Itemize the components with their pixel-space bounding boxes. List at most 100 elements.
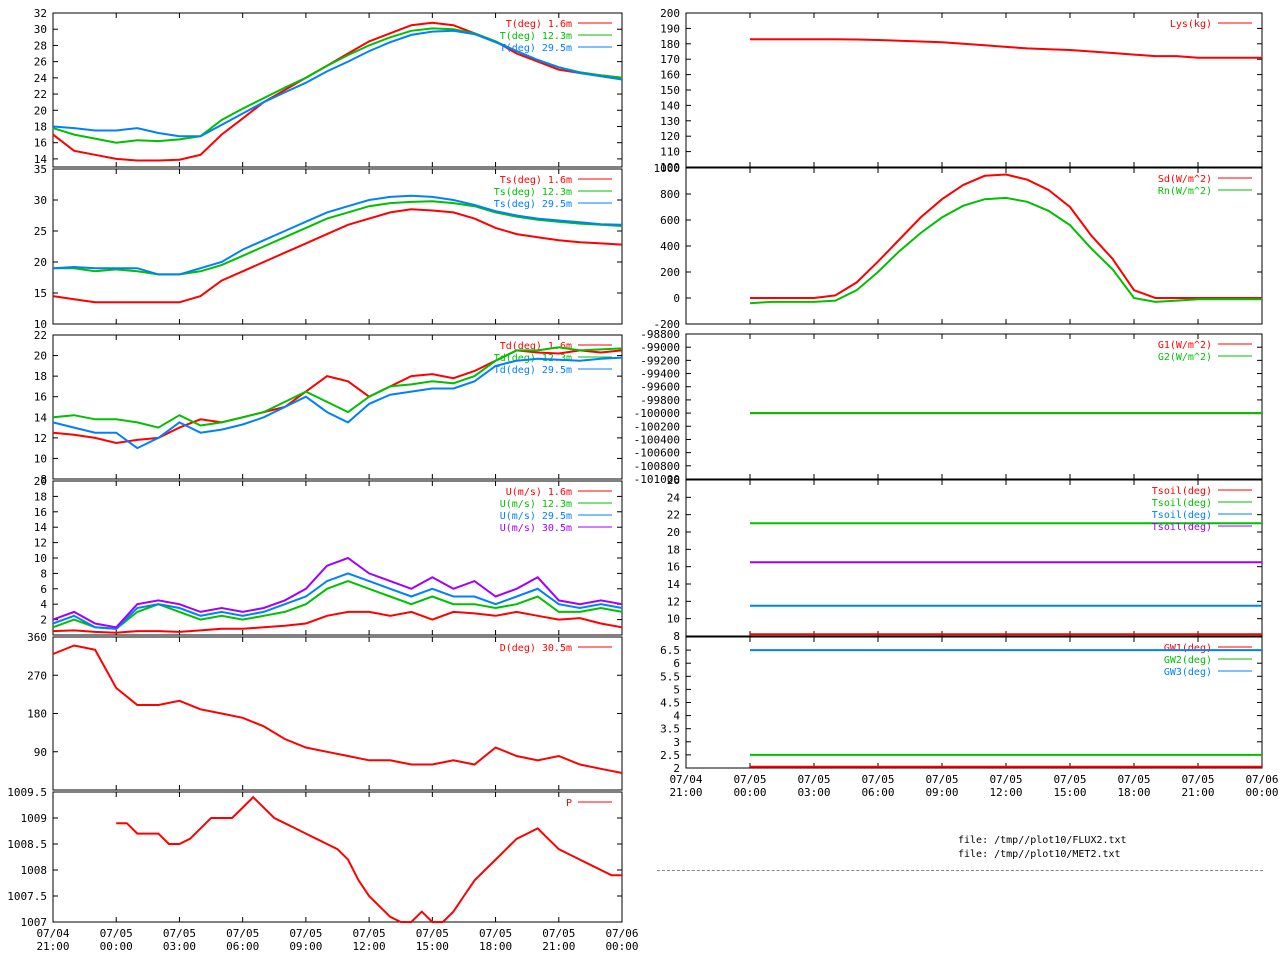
y-tick-label: 16 xyxy=(34,137,47,150)
plot-frame xyxy=(685,479,1263,637)
file-path: file: /tmp//plot10/MET2.txt xyxy=(958,849,1121,860)
series-line xyxy=(53,200,623,276)
y-tick-label: 5.5 xyxy=(660,670,680,683)
x-tick-label-time: 21:00 xyxy=(36,940,69,953)
legend-label: Tsoil(deg) xyxy=(1152,522,1212,533)
x-tick-label-date: 07/05 xyxy=(289,927,322,940)
legend-label: U(m/s) 1.6m xyxy=(506,487,572,498)
y-tick-label: 18 xyxy=(34,370,47,383)
x-tick-label-date: 07/05 xyxy=(542,927,575,940)
y-tick-label: 20 xyxy=(34,475,47,488)
x-tick-label-time: 06:00 xyxy=(861,786,894,799)
plot-frame xyxy=(52,791,623,923)
y-tick-label: 4.5 xyxy=(660,697,680,710)
x-tick-label-time: 21:00 xyxy=(1181,786,1214,799)
y-tick-label: 24 xyxy=(667,491,681,504)
legend-label: Tsoil(deg) xyxy=(1152,510,1212,521)
y-tick-label: 120 xyxy=(660,130,680,143)
y-tick-label: 130 xyxy=(660,115,680,128)
x-tick-label-time: 09:00 xyxy=(925,786,958,799)
legend-label: T(deg) 29.5m xyxy=(500,43,572,54)
y-tick-label: 22 xyxy=(667,509,680,522)
y-tick-label: 1007 xyxy=(21,916,48,929)
y-tick-label: -100000 xyxy=(634,407,680,420)
legend-label: GW2(deg) xyxy=(1164,655,1212,666)
x-tick-label-time: 00:00 xyxy=(605,940,638,953)
x-tick-label-date: 07/05 xyxy=(1181,773,1214,786)
y-tick-label: 32 xyxy=(34,7,47,20)
y-tick-label: 6 xyxy=(40,583,47,596)
legend-label: T(deg) 1.6m xyxy=(506,19,572,30)
series-line xyxy=(52,572,623,630)
legend-label: GW3(deg) xyxy=(1164,667,1212,678)
legend-label: P xyxy=(566,798,572,809)
legend-label: G2(W/m^2) xyxy=(1158,352,1212,363)
y-tick-label: 1008 xyxy=(21,864,48,877)
y-tick-label: -99200 xyxy=(640,354,680,367)
legend-label: Tsoil(deg) xyxy=(1152,498,1212,509)
chart-panel-t: 14 16 18 20 22 24 26 28 30 32 T(deg) 1.6mT(deg) 12… xyxy=(34,7,623,168)
legend-label: Tsoil(deg) xyxy=(1152,486,1212,497)
y-tick-label: 270 xyxy=(27,669,47,682)
x-tick-label-date: 07/05 xyxy=(100,927,133,940)
y-tick-label: 180 xyxy=(27,708,47,721)
y-tick-label: 14 xyxy=(34,411,48,424)
y-tick-label: 1009.5 xyxy=(7,786,47,799)
x-tick-label-date: 07/05 xyxy=(416,927,449,940)
x-tick-label-time: 00:00 xyxy=(733,786,766,799)
chart-panel-d: 90 180 270 360 D(deg) 30.5m xyxy=(27,631,623,791)
y-tick-label: -99800 xyxy=(640,394,680,407)
y-tick-label: 14 xyxy=(667,578,681,591)
x-tick-label-time: 00:00 xyxy=(100,940,133,953)
y-tick-label: 22 xyxy=(34,329,47,342)
series-line xyxy=(750,173,1262,299)
y-tick-label: 20 xyxy=(667,526,680,539)
chart-panel-tsoil: 8101214161820222426Tsoil(deg)Tsoil(deg)T… xyxy=(667,474,1263,643)
x-tick-label-date: 07/05 xyxy=(1053,773,1086,786)
y-tick-label: 5 xyxy=(673,683,680,696)
y-tick-label: 8 xyxy=(673,630,680,643)
chart-panel-p: 10071007.510081008.510091009.507/0421:00… xyxy=(7,786,638,953)
y-tick-label: 35 xyxy=(34,163,47,176)
y-tick-label: 3 xyxy=(673,736,680,749)
y-tick-label: -99000 xyxy=(640,341,680,354)
y-tick-label: 12 xyxy=(34,432,47,445)
series-line xyxy=(52,610,623,634)
y-tick-label: -200 xyxy=(654,318,681,331)
legend-label: U(m/s) 12.3m xyxy=(500,499,572,510)
y-tick-label: 16 xyxy=(34,391,47,404)
y-tick-label: 200 xyxy=(660,266,680,279)
y-tick-label: -100200 xyxy=(634,420,680,433)
y-tick-label: 190 xyxy=(660,22,680,35)
y-tick-label: 16 xyxy=(34,506,47,519)
y-tick-label: 14 xyxy=(34,153,48,166)
series-line xyxy=(52,29,623,138)
x-tick-label-date: 07/05 xyxy=(797,773,830,786)
y-tick-label: 200 xyxy=(660,7,680,20)
x-tick-label-time: 00:00 xyxy=(1245,786,1278,799)
x-tick-label-date: 07/04 xyxy=(36,927,69,940)
x-tick-label-time: 15:00 xyxy=(416,940,449,953)
y-tick-label: 4 xyxy=(673,710,680,723)
chart-panel-rad: -200 0 200 400 600 800 1000 Sd(W/m^2)Rn(W/m^2) xyxy=(654,162,1263,331)
y-tick-label: 30 xyxy=(34,194,47,207)
x-tick-label-time: 06:00 xyxy=(226,940,259,953)
y-tick-label: 1000 xyxy=(654,162,681,175)
plot-frame xyxy=(52,334,623,480)
y-tick-label: -99600 xyxy=(640,381,680,394)
x-tick-label-time: 12:00 xyxy=(989,786,1022,799)
y-tick-label: 30 xyxy=(34,23,47,36)
legend-label: Td(deg) 1.6m xyxy=(500,341,572,352)
series-line xyxy=(52,194,623,276)
y-tick-label: 100 xyxy=(660,161,680,174)
y-tick-label: 22 xyxy=(34,88,47,101)
x-tick-label-date: 07/05 xyxy=(479,927,512,940)
y-tick-label: 6 xyxy=(673,657,680,670)
x-tick-label-time: 09:00 xyxy=(289,940,322,953)
x-tick-label-date: 07/05 xyxy=(163,927,196,940)
chart-panel-lys: 100 110 120 130 140 150 160 170 180 190 200 Lys(kg) xyxy=(660,7,1263,174)
